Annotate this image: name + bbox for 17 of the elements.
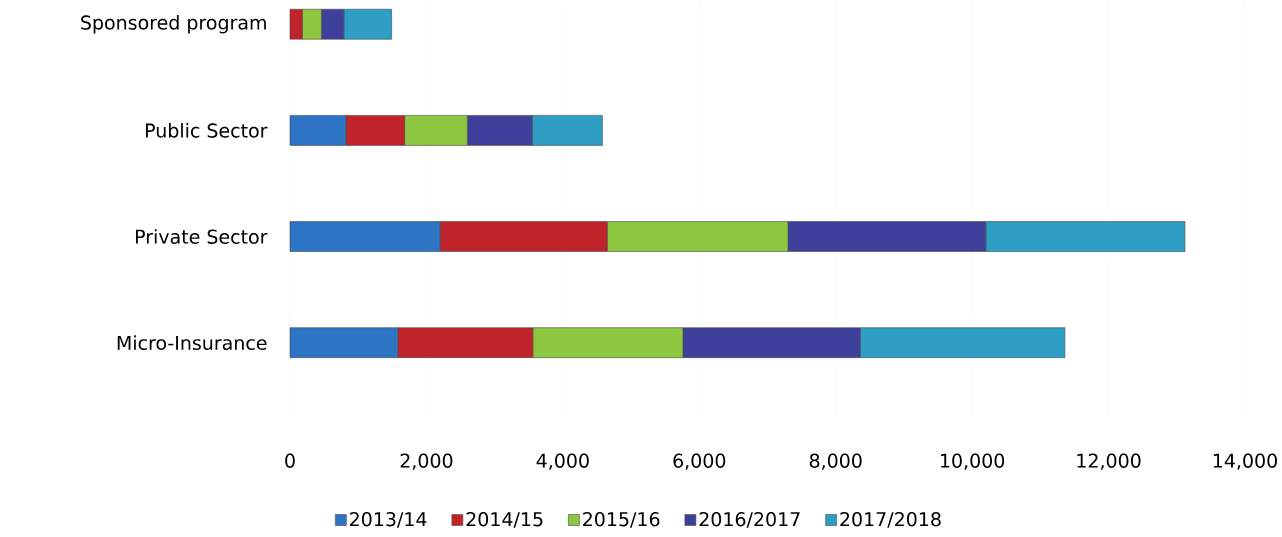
- x-tick-label: 6,000: [673, 453, 726, 470]
- y-tick-label: Public Sector: [145, 123, 268, 138]
- y-tick-label: Private Sector: [135, 229, 268, 244]
- x-tick-label: 4,000: [536, 453, 589, 470]
- x-tick-label: 8,000: [809, 453, 862, 470]
- legend-label: 2013/14: [350, 512, 427, 528]
- x-tick-label: 2,000: [400, 453, 453, 470]
- legend-label: 2015/16: [583, 512, 660, 528]
- x-tick-label: 12,000: [1077, 453, 1141, 470]
- legend-label: 2016/2017: [699, 512, 800, 528]
- y-tick-label: Sponsored program: [81, 15, 266, 34]
- legend-label: 2014/15: [466, 512, 543, 528]
- x-tick-label: 14,000: [1213, 453, 1277, 470]
- legend-label: 2017/2018: [840, 512, 941, 528]
- y-tick-label: Micro-Insurance: [117, 335, 267, 351]
- x-tick-label: 0: [285, 453, 295, 468]
- x-tick-label: 10,000: [940, 453, 1005, 470]
